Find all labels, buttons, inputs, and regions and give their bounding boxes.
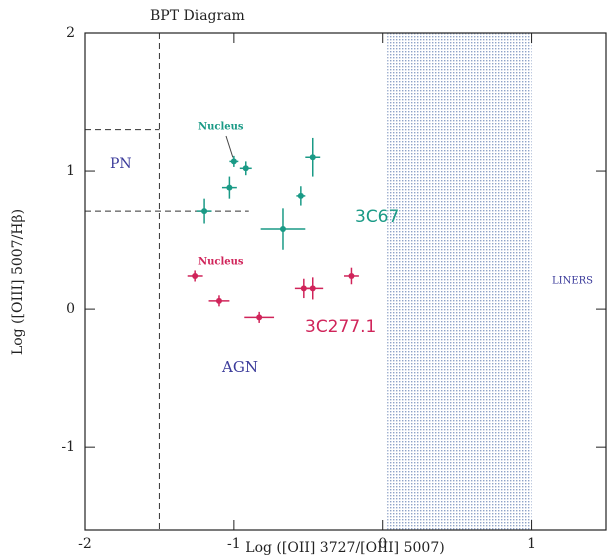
annotation: AGN [221,358,258,376]
x-axis-label: Log ([OII] 3727/[OIII] 5007) [245,540,444,556]
annotation: PN [110,156,132,172]
point [215,297,222,304]
chart-title: BPT Diagram [150,8,245,24]
annotation-arrow [225,135,234,158]
annotation: Nucleus [198,122,244,133]
point [242,165,249,172]
point [201,208,208,215]
annotation: LINERS [552,276,593,287]
y-tick-label: -1 [61,439,75,455]
point [309,154,316,161]
x-tick-label: 0 [378,536,387,552]
x-tick-label: -2 [78,536,92,552]
series-label: 3C277.1 [305,317,376,337]
point [256,314,263,321]
x-tick-label: -1 [227,536,241,552]
point [297,192,304,199]
shaded-region [387,33,532,530]
plot-frame [84,32,607,531]
point [226,184,233,191]
x-tick-label: 1 [527,536,536,552]
point [230,158,237,165]
point [279,226,286,233]
y-tick-label: 2 [66,25,75,41]
point [309,285,316,292]
series-label: 3C67 [355,207,399,227]
y-tick-label: 1 [66,163,75,179]
annotation: Nucleus [198,257,244,268]
point [192,272,199,279]
y-tick-label: 0 [66,301,75,317]
y-axis-label: Log ([OIII] 5007/Hβ) [10,209,26,355]
point [348,272,355,279]
